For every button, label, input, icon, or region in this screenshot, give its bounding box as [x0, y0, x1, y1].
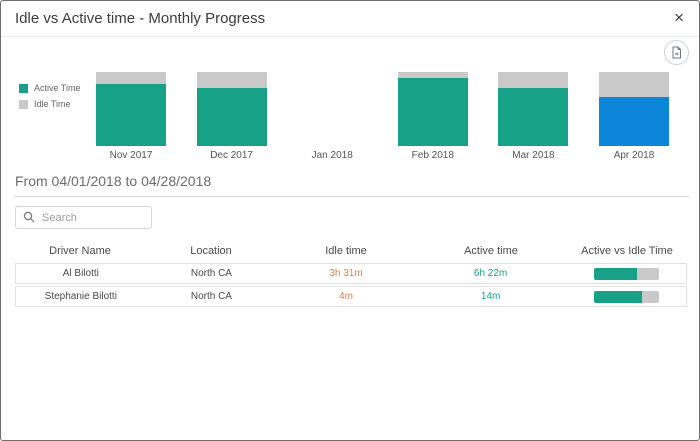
driver-name-cell: Stephanie Bilotti: [44, 291, 117, 302]
idle-segment: [397, 72, 468, 78]
idle-segment: [196, 72, 267, 88]
active-ratio-fill: [593, 290, 643, 303]
idle-segment: [96, 72, 166, 84]
month-bar-dec-2017[interactable]: [196, 72, 267, 146]
drivers-table: Driver Name Location Idle time Active ti…: [15, 241, 687, 307]
column-header-idle-time: Idle time: [325, 245, 367, 257]
column-header-driver-name: Driver Name: [49, 245, 111, 257]
idle-time-cell: 4m: [339, 291, 353, 302]
active-time-cell: 6h 22m: [473, 268, 508, 279]
chart-legend: Active Time Idle Time: [19, 83, 81, 115]
active-segment: [397, 77, 468, 146]
active-time-swatch: [19, 83, 28, 93]
month-bar-feb-2018[interactable]: [397, 72, 468, 146]
search-input[interactable]: [15, 206, 152, 229]
month-axis-label: Mar 2018: [512, 150, 555, 161]
column-header-location: Location: [190, 245, 232, 257]
active-time-cell: 14m: [480, 291, 501, 302]
month-bar-mar-2018[interactable]: [498, 72, 569, 146]
active-segment: [196, 87, 267, 146]
legend-item-idle-time: Idle Time: [19, 99, 81, 109]
close-icon[interactable]: ×: [674, 8, 684, 27]
table-row[interactable]: Stephanie Bilotti North CA 4m 14m: [15, 286, 687, 307]
monthly-stacked-bar-chart: Active Time Idle Time Nov 2017 Dec 2017 Ja…: [1, 38, 699, 168]
driver-name-cell: Al Bilotti: [62, 268, 99, 279]
search-box: [15, 206, 152, 229]
month-axis-label: Feb 2018: [411, 150, 454, 161]
table-header-row: Driver Name Location Idle time Active ti…: [15, 241, 687, 261]
month-axis-label: Jan 2018: [311, 150, 353, 161]
date-range-heading: From 04/01/2018 to 04/28/2018: [15, 173, 212, 189]
active-segment: [498, 87, 569, 146]
active-vs-idle-cell: [566, 290, 686, 303]
column-header-active-time: Active time: [464, 245, 518, 257]
idle-segment: [498, 72, 569, 88]
month-bar-nov-2017[interactable]: [96, 72, 166, 146]
dialog-header: Idle vs Active time - Monthly Progress ×: [1, 1, 699, 37]
export-button[interactable]: [664, 40, 689, 65]
search-icon: [23, 211, 35, 223]
location-cell: North CA: [190, 291, 232, 302]
table-row[interactable]: Al Bilotti North CA 3h 31m 6h 22m: [15, 263, 687, 284]
month-axis-label: Apr 2018: [613, 150, 655, 161]
active-vs-idle-cell: [566, 267, 686, 280]
active-segment: [599, 97, 669, 146]
idle-time-swatch: [19, 99, 28, 109]
month-axis-label: Dec 2017: [210, 150, 253, 161]
idle-time-cell: 3h 31m: [329, 268, 363, 279]
legend-label: Idle Time: [34, 99, 71, 109]
month-axis-label: Nov 2017: [109, 150, 153, 161]
active-idle-ratio-bar: [593, 267, 659, 280]
active-segment: [96, 83, 166, 146]
section-divider: [14, 196, 689, 197]
location-cell: North CA: [190, 268, 232, 279]
export-document-icon: [672, 46, 681, 59]
legend-label: Active Time: [34, 83, 81, 93]
idle-segment: [599, 72, 669, 98]
column-header-active-vs-idle: Active vs Idle Time: [581, 245, 673, 257]
dialog-title: Idle vs Active time - Monthly Progress: [15, 10, 266, 27]
active-ratio-fill: [593, 267, 637, 280]
legend-item-active-time: Active Time: [19, 83, 81, 93]
month-bar-apr-2018[interactable]: [599, 72, 669, 146]
active-idle-ratio-bar: [593, 290, 659, 303]
